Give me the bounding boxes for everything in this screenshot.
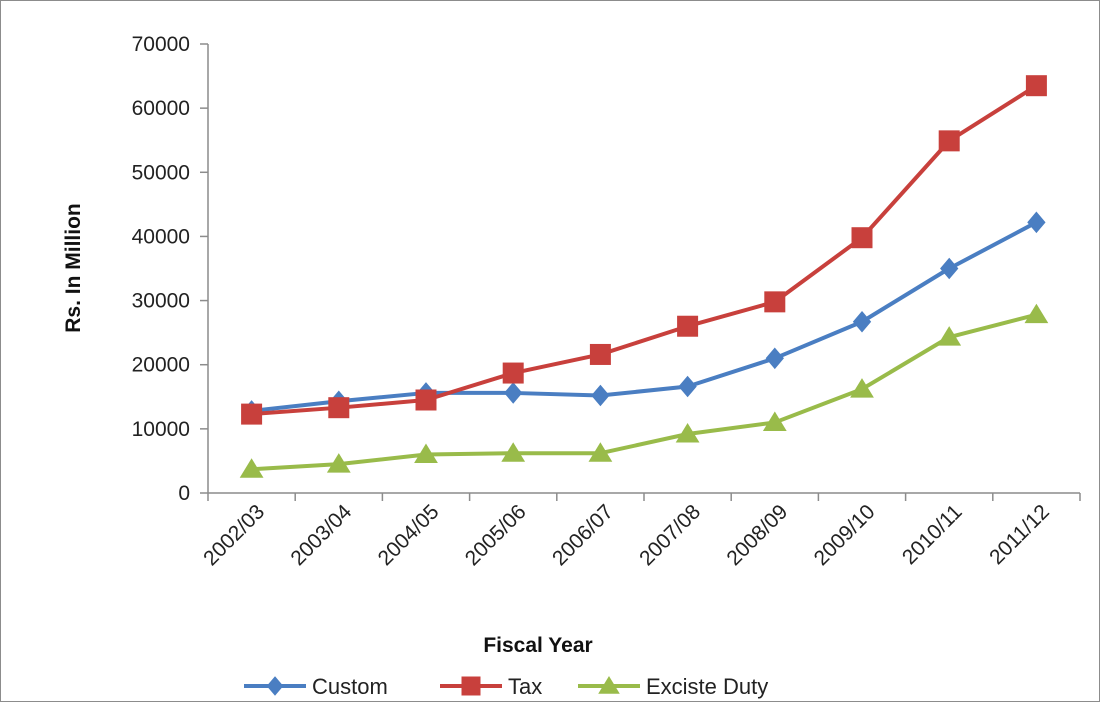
triangle-marker — [850, 378, 874, 398]
square-marker — [677, 315, 699, 337]
square-marker — [1025, 75, 1047, 97]
x-tick-label: 2007/08 — [635, 500, 705, 570]
diamond-marker — [940, 257, 959, 280]
y-axis-title: Rs. In Million — [62, 203, 85, 333]
diamond-marker — [504, 382, 523, 404]
series-group — [239, 75, 1049, 478]
x-tick-label: 2008/09 — [722, 500, 792, 570]
x-tick-label: 2002/03 — [199, 500, 269, 570]
square-marker — [851, 227, 873, 249]
diamond-marker — [678, 375, 697, 398]
y-tick-label: 60000 — [132, 97, 190, 120]
y-tick-label: 30000 — [132, 290, 190, 313]
series-line — [251, 84, 1038, 417]
triangle-marker — [414, 443, 438, 464]
series-custom — [242, 211, 1046, 422]
y-tick-label: 20000 — [132, 354, 190, 377]
y-tick-label: 0 — [178, 482, 190, 505]
diamond-marker — [765, 347, 784, 370]
y-tick-labels: 0 10000 20000 30000 40000 50000 60000 70000 — [132, 33, 208, 505]
square-marker — [502, 362, 524, 384]
legend-label: Tax — [508, 674, 542, 699]
triangle-marker — [326, 453, 351, 473]
y-tick-label: 40000 — [132, 225, 190, 248]
y-tick-label: 70000 — [132, 33, 190, 56]
triangle-marker — [675, 423, 700, 443]
square-marker — [764, 291, 786, 313]
y-tick-label: 10000 — [132, 418, 190, 441]
legend-item: Tax — [440, 674, 542, 699]
y-tick-label: 50000 — [132, 161, 190, 184]
square-marker — [241, 403, 263, 425]
square-marker — [328, 397, 350, 419]
series-exciste-duty — [239, 303, 1049, 478]
x-tick-label: 2011/12 — [985, 500, 1054, 569]
x-tick-label: 2003/04 — [286, 500, 356, 570]
legend: Custom Tax Exciste Duty — [244, 674, 768, 699]
x-axis-title: Fiscal Year — [483, 634, 592, 657]
triangle-marker — [937, 326, 962, 346]
square-marker — [589, 343, 611, 365]
legend-item: Exciste Duty — [578, 674, 768, 699]
x-tick-label: 2009/10 — [810, 500, 880, 570]
triangle-marker — [1024, 303, 1049, 324]
triangle-marker — [501, 442, 526, 462]
series-line — [251, 220, 1038, 413]
diamond-marker — [1027, 211, 1046, 234]
x-tick-label: 2006/07 — [548, 500, 618, 570]
x-tick-label: 2005/06 — [461, 500, 531, 570]
x-tick-labels: 2002/03 2003/04 2004/05 2005/06 2006/07 2007/… — [199, 493, 1081, 570]
legend-item: Custom — [244, 674, 388, 699]
diamond-marker — [852, 310, 872, 333]
diamond-marker — [266, 676, 284, 696]
triangle-marker — [762, 411, 787, 431]
legend-label: Custom — [312, 674, 388, 699]
square-marker — [415, 389, 437, 411]
series-line — [251, 312, 1037, 472]
diamond-marker — [591, 384, 610, 407]
triangle-marker — [588, 442, 613, 462]
square-marker — [938, 130, 960, 152]
x-tick-label: 2004/05 — [374, 500, 444, 570]
triangle-marker — [239, 458, 264, 478]
legend-label: Exciste Duty — [646, 674, 768, 699]
series-tax — [241, 75, 1047, 425]
triangle-marker — [598, 676, 620, 694]
x-tick-label: 2010/11 — [898, 500, 967, 569]
square-marker — [461, 676, 481, 696]
